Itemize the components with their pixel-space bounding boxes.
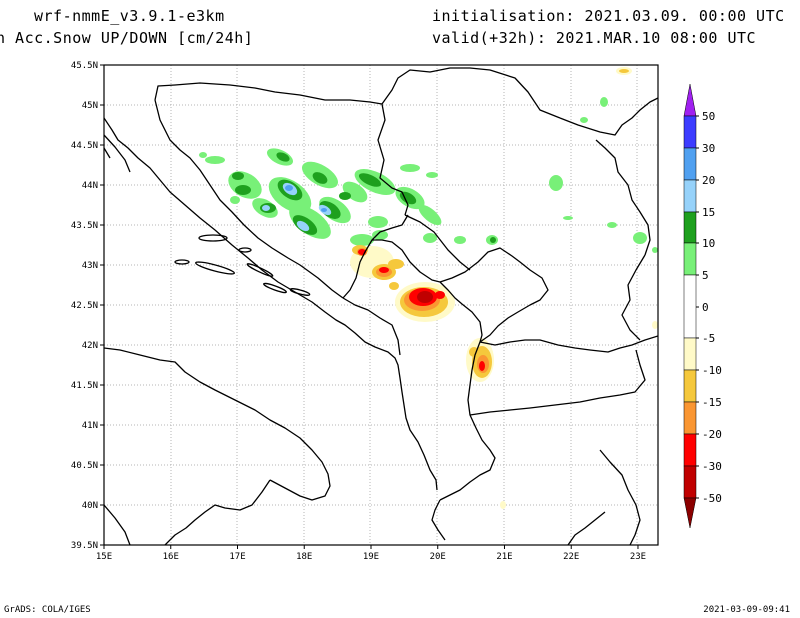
lat-tick-label: 40.5N — [71, 461, 98, 471]
colorbar-tick-label: -10 — [702, 364, 722, 377]
valid-time: valid(+32h): 2021.MAR.10 08:00 UTC — [432, 29, 757, 47]
model-title: wrf-nmmE_v3.9.1-e3km — [34, 7, 225, 25]
latitude-axis: 39.5N 40N 40.5N 41N 41.5N 42N 42.5N 43N 43.5N 44N… — [71, 61, 104, 551]
lat-tick-label: 43N — [82, 261, 98, 271]
colorbar-bin-neg20-neg15 — [683, 401, 697, 435]
lon-tick-label: 19E — [363, 552, 379, 562]
snow-field — [199, 67, 658, 509]
colorbar-bin-neg15-neg10 — [683, 369, 697, 403]
lat-tick-label: 45N — [82, 101, 98, 111]
footer-timestamp: 2021-03-09-09:41 — [703, 605, 790, 615]
colorbar-bin-neg50-neg30 — [683, 465, 697, 499]
coastlines-and-borders — [104, 67, 658, 545]
longitude-axis: 15E 16E 17E 18E 19E 20E 21E 22E 23E — [96, 545, 646, 562]
lat-tick-label: 41.5N — [71, 381, 98, 391]
colorbar-bin-10-15 — [683, 211, 697, 244]
lon-tick-label: 22E — [563, 552, 579, 562]
lat-tick-label: 42N — [82, 341, 98, 351]
variable-title: n Acc.Snow UP/DOWN [cm/24h] — [0, 29, 254, 47]
colorbar-legend — [683, 83, 697, 529]
colorbar-bin-30-50 — [683, 115, 697, 149]
lat-tick-label: 42.5N — [71, 301, 98, 311]
colorbar-tick-label: 10 — [702, 237, 715, 250]
lon-tick-label: 17E — [229, 552, 245, 562]
gridlines — [104, 65, 658, 545]
lat-tick-label: 44.5N — [71, 141, 98, 151]
lat-tick-label: 45.5N — [71, 61, 98, 71]
colorbar-bin-neg30-neg20 — [683, 433, 697, 467]
lon-tick-label: 16E — [163, 552, 179, 562]
lat-tick-label: 43.5N — [71, 221, 98, 231]
footer-credit: GrADS: COLA/IGES — [4, 605, 91, 615]
lon-tick-label: 18E — [296, 552, 312, 562]
colorbar-tick-label: 30 — [702, 142, 715, 155]
colorbar-tick-label: -20 — [702, 428, 722, 441]
colorbar-bottom-arrow — [683, 497, 697, 529]
colorbar-tick-label: -50 — [702, 492, 722, 505]
colorbar-bin-neg10-neg5 — [683, 337, 697, 371]
lon-tick-label: 15E — [96, 552, 112, 562]
lon-tick-label: 23E — [630, 552, 646, 562]
colorbar-tick-label: 50 — [702, 110, 715, 123]
colorbar-tick-label: 5 — [702, 269, 709, 282]
colorbar-bin-20-30 — [683, 147, 697, 181]
lat-tick-label: 41N — [82, 421, 98, 431]
colorbar-tick-label: 15 — [702, 206, 715, 219]
colorbar-tick-label: 20 — [702, 174, 715, 187]
initialisation-time: initialisation: 2021.03.09. 00:00 UTC — [432, 7, 785, 25]
colorbar-tick-label: 0 — [702, 301, 709, 314]
lat-tick-label: 40N — [82, 501, 98, 511]
lon-tick-label: 21E — [496, 552, 512, 562]
colorbar-bin-neg5-5 — [683, 274, 697, 339]
colorbar-tick-label: -15 — [702, 396, 722, 409]
colorbar-bin-5-10 — [683, 242, 697, 276]
lat-tick-label: 44N — [82, 181, 98, 191]
colorbar-bin-15-20 — [683, 179, 697, 213]
lat-tick-label: 39.5N — [71, 541, 98, 551]
colorbar-tick-label: -30 — [702, 460, 722, 473]
colorbar-tick-label: -5 — [702, 332, 715, 345]
colorbar-top-arrow — [683, 83, 697, 117]
lon-tick-label: 20E — [430, 552, 446, 562]
